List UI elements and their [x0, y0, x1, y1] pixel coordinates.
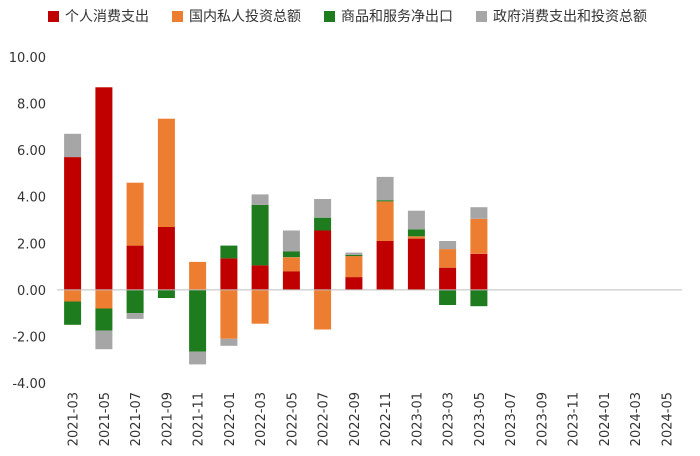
bar-segment-s0-b1	[95, 87, 113, 290]
bar-segment-s0-b5	[220, 258, 238, 290]
legend-label-personal-consumption: 个人消费支出	[65, 9, 149, 25]
x-tick-label: 2021-03	[67, 392, 82, 446]
bar-segment-s1-b5	[220, 289, 238, 339]
bar-segment-s1-b2	[126, 182, 144, 246]
legend-item-government-spending: 政府消费支出和投资总额	[476, 6, 647, 26]
bar-segment-s3-b13	[470, 207, 488, 219]
y-tick-label: 10.00	[9, 51, 46, 66]
bar-segment-s2-b4	[189, 289, 207, 352]
bar-segment-s0-b0	[64, 157, 82, 290]
legend-swatch-government-spending	[476, 10, 487, 22]
y-tick-label: -2.00	[12, 330, 46, 345]
x-tick-label: 2021-09	[160, 392, 175, 446]
x-tick-label: 2022-09	[348, 392, 363, 446]
bar-segment-s1-b13	[470, 218, 488, 254]
bar-segment-s2-b8	[314, 217, 332, 231]
bar-segment-s0-b8	[314, 230, 332, 290]
bar-segment-s2-b9	[345, 254, 363, 257]
bar-segment-s2-b7	[282, 251, 300, 258]
bar-segment-s3-b8	[314, 199, 332, 218]
bar-segment-s2-b2	[126, 289, 144, 314]
bar-segment-s1-b12	[439, 249, 457, 268]
x-tick-label: 2022-11	[379, 392, 394, 446]
x-tick-label: 2024-05	[660, 392, 675, 446]
y-tick-label: -4.00	[12, 377, 46, 392]
bar-segment-s2-b3	[157, 289, 175, 298]
x-tick-label: 2023-05	[473, 392, 488, 446]
bar-segment-s3-b10	[376, 176, 394, 201]
x-tick-label: 2023-07	[504, 392, 519, 446]
x-tick-label: 2024-03	[629, 392, 644, 446]
legend-item-private-investment: 国内私人投资总额	[172, 6, 301, 26]
bar-segment-s1-b6	[251, 289, 269, 324]
bar-segment-s1-b9	[345, 256, 363, 278]
y-tick-label: 4.00	[17, 191, 46, 206]
bar-segment-s3-b11	[407, 210, 425, 230]
bar-segment-s2-b10	[376, 200, 394, 202]
bar-segment-s2-b6	[251, 204, 269, 266]
bar-segment-s3-b9	[345, 252, 363, 255]
bar-segment-s3-b12	[439, 241, 457, 250]
x-tick-label: 2021-07	[129, 392, 144, 446]
x-tick-label: 2021-11	[192, 392, 207, 446]
legend-label-private-investment: 国内私人投资总额	[189, 9, 301, 25]
bar-segment-s0-b7	[282, 271, 300, 290]
bar-segment-s1-b10	[376, 201, 394, 241]
x-tick-label: 2023-01	[410, 392, 425, 446]
bar-segment-s2-b13	[470, 289, 488, 307]
x-tick-label: 2021-05	[98, 392, 113, 446]
bar-segment-s2-b0	[64, 301, 82, 325]
bar-segment-s0-b11	[407, 238, 425, 290]
x-tick-label: 2022-01	[223, 392, 238, 446]
x-tick-label: 2022-07	[317, 392, 332, 446]
bar-segment-s2-b5	[220, 245, 238, 259]
legend-swatch-net-exports	[324, 10, 335, 22]
bar-segment-s1-b4	[189, 261, 207, 290]
bar-segment-s0-b6	[251, 265, 269, 290]
x-tick-label: 2023-11	[567, 392, 582, 446]
legend-label-net-exports: 商品和服务净出口	[341, 9, 453, 25]
bar-segment-s0-b12	[439, 267, 457, 290]
bar-segment-s3-b0	[64, 133, 82, 158]
bar-segment-s1-b0	[64, 289, 82, 302]
bar-segment-s1-b8	[314, 289, 332, 330]
bar-segment-s1-b7	[282, 257, 300, 272]
x-tick-label: 2023-09	[535, 392, 550, 446]
bar-segment-s0-b9	[345, 277, 363, 290]
y-tick-label: 0.00	[17, 284, 46, 299]
bar-segment-s3-b4	[189, 351, 207, 365]
legend-item-personal-consumption: 个人消费支出	[48, 6, 149, 26]
legend: 个人消费支出 国内私人投资总额 商品和服务净出口 政府消费支出和投资总额	[0, 6, 700, 28]
legend-label-government-spending: 政府消费支出和投资总额	[493, 9, 647, 25]
bar-segment-s1-b1	[95, 289, 113, 309]
bar-segment-s3-b2	[126, 313, 144, 319]
bar-segment-s0-b10	[376, 241, 394, 290]
bar-segment-s0-b13	[470, 253, 488, 290]
y-tick-label: 8.00	[17, 98, 46, 113]
y-tick-label: 2.00	[17, 237, 46, 252]
x-tick-label: 2023-03	[442, 392, 457, 446]
bar-segment-s0-b2	[126, 245, 144, 290]
x-tick-label: 2024-01	[598, 392, 613, 446]
bar-segment-s3-b6	[251, 194, 269, 205]
bar-segment-s2-b12	[439, 289, 457, 305]
bar-segment-s1-b11	[407, 236, 425, 239]
bar-segment-s3-b5	[220, 338, 238, 346]
bar-segment-s2-b11	[407, 229, 425, 237]
x-tick-label: 2022-05	[285, 392, 300, 446]
bar-segment-s3-b7	[282, 230, 300, 252]
x-tick-label: 2022-03	[254, 392, 269, 446]
bar-segment-s1-b3	[157, 118, 175, 227]
bar-segment-s3-b1	[95, 330, 113, 350]
bar-segment-s2-b1	[95, 308, 113, 331]
y-tick-label: 6.00	[17, 144, 46, 159]
legend-swatch-private-investment	[172, 10, 183, 22]
legend-item-net-exports: 商品和服务净出口	[324, 6, 453, 26]
bar-segment-s0-b3	[157, 227, 175, 290]
legend-swatch-personal-consumption	[48, 10, 59, 22]
